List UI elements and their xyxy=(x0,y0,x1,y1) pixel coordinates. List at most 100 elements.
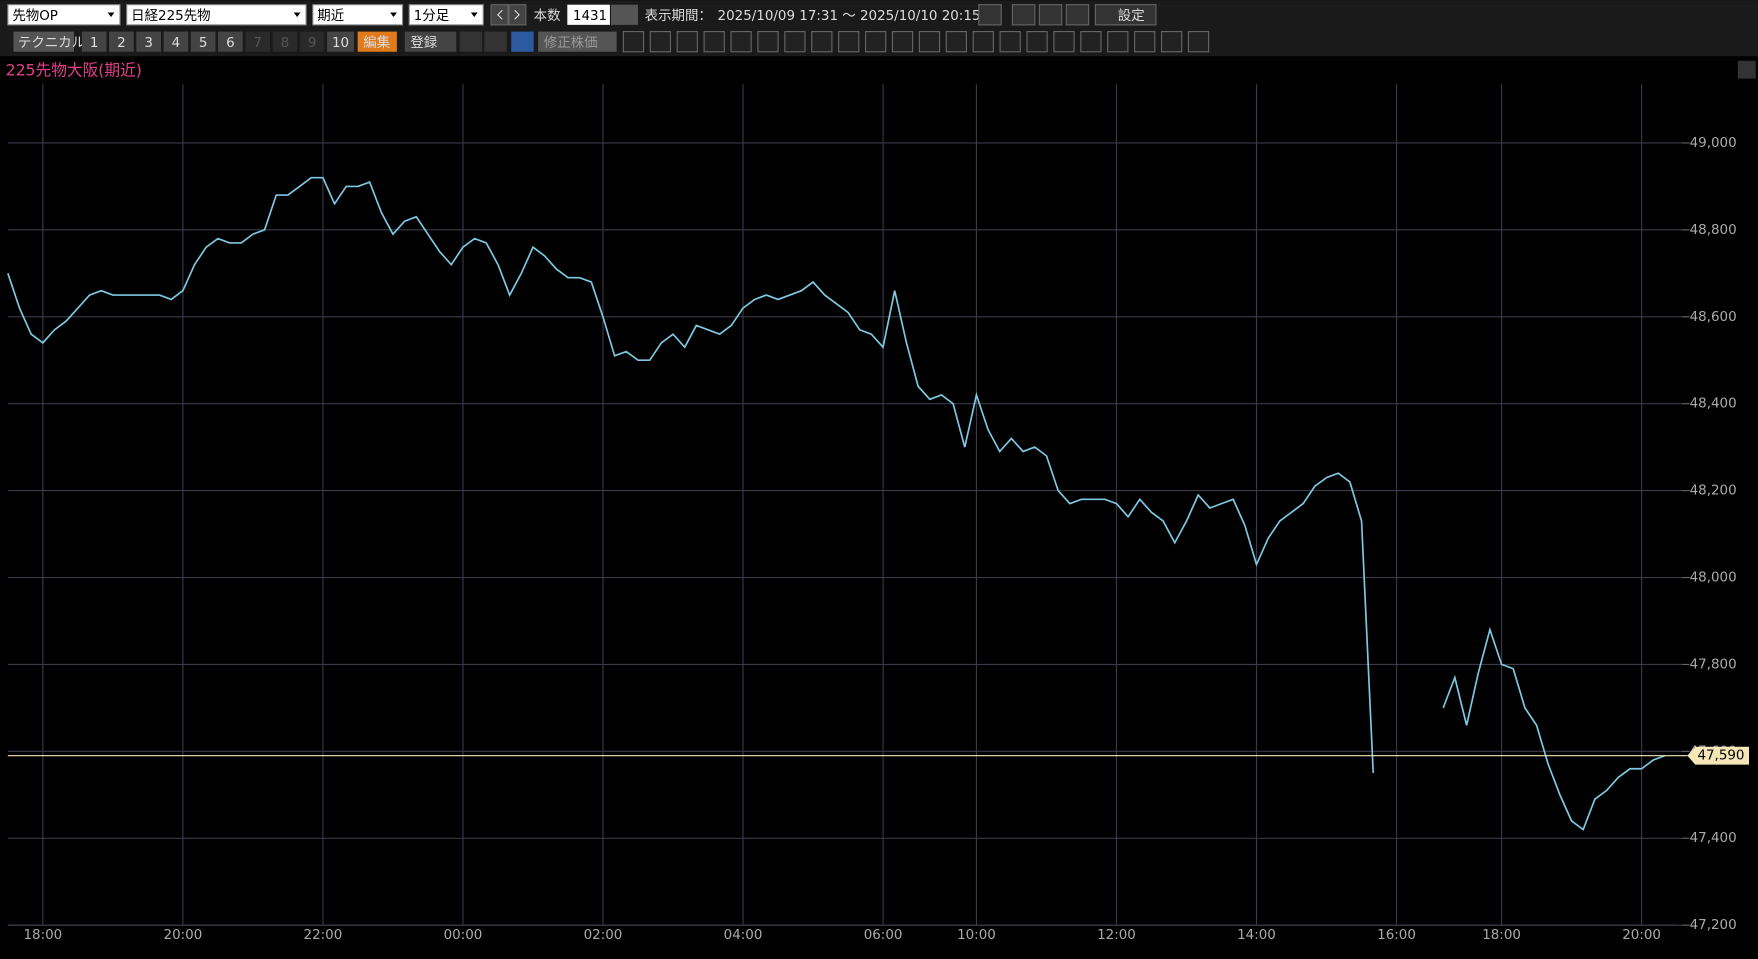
dropdown-arrow xyxy=(107,12,115,18)
x-tick-label: 22:00 xyxy=(304,928,343,943)
tool-icon[interactable] xyxy=(459,31,483,52)
preset-button[interactable] xyxy=(327,31,354,52)
preset-label: 6 xyxy=(226,36,235,51)
preset-label: 5 xyxy=(199,36,208,51)
preset-label: 8 xyxy=(281,36,290,51)
count-label: 本数 xyxy=(534,8,561,24)
price-line xyxy=(7,176,1666,831)
preset-button[interactable] xyxy=(218,31,243,52)
tool-icon[interactable] xyxy=(945,31,968,53)
nav-button[interactable] xyxy=(508,4,527,26)
x-tick-label: 20:00 xyxy=(1622,928,1661,943)
x-tick-label: 18:00 xyxy=(1482,928,1521,943)
register-label: 登録 xyxy=(410,35,437,51)
preset-button[interactable] xyxy=(136,31,162,52)
preset-label: 10 xyxy=(332,36,349,51)
collapse-button[interactable] xyxy=(1737,60,1756,79)
preset-label: 3 xyxy=(144,36,153,51)
preset-button[interactable] xyxy=(245,31,270,52)
x-tick-label: 16:00 xyxy=(1377,928,1416,943)
edit-button[interactable] xyxy=(357,31,397,52)
preset-button[interactable] xyxy=(272,31,298,52)
x-tick-label: 02:00 xyxy=(584,928,623,943)
nav-arrow xyxy=(497,9,503,20)
preset-button[interactable] xyxy=(299,31,325,52)
tool-icon[interactable] xyxy=(1053,31,1075,53)
tool-icon[interactable] xyxy=(811,31,833,53)
y-tick-label: 49,000 xyxy=(1690,136,1737,151)
tool-icon[interactable] xyxy=(676,31,698,53)
y-tick-label: 48,600 xyxy=(1690,310,1737,325)
y-tick-label: 47,200 xyxy=(1690,918,1737,933)
preset-label: 9 xyxy=(308,36,317,51)
dropdown-label: 1分足 xyxy=(414,8,449,24)
x-tick-label: 04:00 xyxy=(724,928,763,943)
tool-icon[interactable] xyxy=(1038,4,1063,26)
adjusted-button[interactable] xyxy=(538,31,617,52)
tool-icon[interactable] xyxy=(1187,31,1210,53)
tool-icon[interactable] xyxy=(999,31,1021,53)
tool-icon[interactable] xyxy=(511,31,534,52)
nav-button[interactable] xyxy=(490,4,509,26)
dropdown-arrow xyxy=(293,12,301,18)
dropdown[interactable] xyxy=(7,4,121,26)
dropdown[interactable] xyxy=(126,4,307,26)
tool-icon[interactable] xyxy=(649,31,672,53)
preset-label: 7 xyxy=(253,36,262,51)
tool-icon[interactable] xyxy=(1026,31,1048,53)
tool-icon[interactable] xyxy=(864,31,887,53)
preset-label: 1 xyxy=(90,36,99,51)
settings-button[interactable] xyxy=(1094,4,1157,26)
count-input[interactable] xyxy=(567,4,610,25)
tool-icon[interactable] xyxy=(730,31,752,53)
count-spin[interactable] xyxy=(611,4,638,25)
tool-icon[interactable] xyxy=(1080,31,1102,53)
y-tick-label: 48,400 xyxy=(1690,397,1737,412)
preset-button[interactable] xyxy=(190,31,216,52)
dropdown[interactable] xyxy=(312,4,404,26)
edit-label: 編集 xyxy=(363,35,390,51)
tool-icon[interactable] xyxy=(1011,4,1036,26)
nav-arrow xyxy=(514,9,520,20)
tool-icon[interactable] xyxy=(1134,31,1156,53)
tool-icon[interactable] xyxy=(891,31,914,53)
y-tick-label: 48,800 xyxy=(1690,223,1737,238)
y-tick-label: 47,400 xyxy=(1690,831,1737,846)
tool-icon[interactable] xyxy=(703,31,725,53)
count-value: 1431 xyxy=(573,9,607,24)
tool-icon[interactable] xyxy=(622,31,645,53)
tool-icon[interactable] xyxy=(1160,31,1183,53)
technical-button[interactable] xyxy=(13,31,74,52)
period-value: 2025/10/09 17:31 ～ 2025/10/10 20:15 xyxy=(718,9,981,24)
register-button[interactable] xyxy=(404,31,457,52)
dropdown-arrow xyxy=(390,12,397,18)
tool-icon[interactable] xyxy=(784,31,806,53)
tool-icon[interactable] xyxy=(972,31,994,53)
tool-icon[interactable] xyxy=(978,4,1002,26)
preset-button[interactable] xyxy=(109,31,134,52)
settings-label: 設定 xyxy=(1118,8,1145,24)
adjusted-label: 修正株価 xyxy=(544,35,598,51)
preset-button[interactable] xyxy=(163,31,189,52)
x-tick-label: 00:00 xyxy=(444,928,483,943)
tool-icon[interactable] xyxy=(484,31,507,52)
tool-icon[interactable] xyxy=(838,31,860,53)
tool-icon[interactable] xyxy=(757,31,779,53)
tool-icon[interactable] xyxy=(1107,31,1129,53)
x-tick-label: 14:00 xyxy=(1237,928,1276,943)
tool-icon[interactable] xyxy=(918,31,941,53)
x-tick-label: 18:00 xyxy=(23,928,62,943)
technical-label: テクニカル xyxy=(18,35,85,51)
y-tick-label: 47,800 xyxy=(1690,657,1737,672)
current-price-tag xyxy=(1687,746,1750,765)
dropdown-label: 日経225先物 xyxy=(131,8,210,24)
chart-title: 225先物大阪(期近) xyxy=(6,60,142,79)
dropdown[interactable] xyxy=(408,4,484,26)
x-tick-label: 06:00 xyxy=(864,928,903,943)
preset-button[interactable] xyxy=(81,31,107,52)
dropdown-arrow xyxy=(470,12,478,18)
preset-label: 4 xyxy=(172,36,181,51)
tool-icon[interactable] xyxy=(1065,4,1090,26)
